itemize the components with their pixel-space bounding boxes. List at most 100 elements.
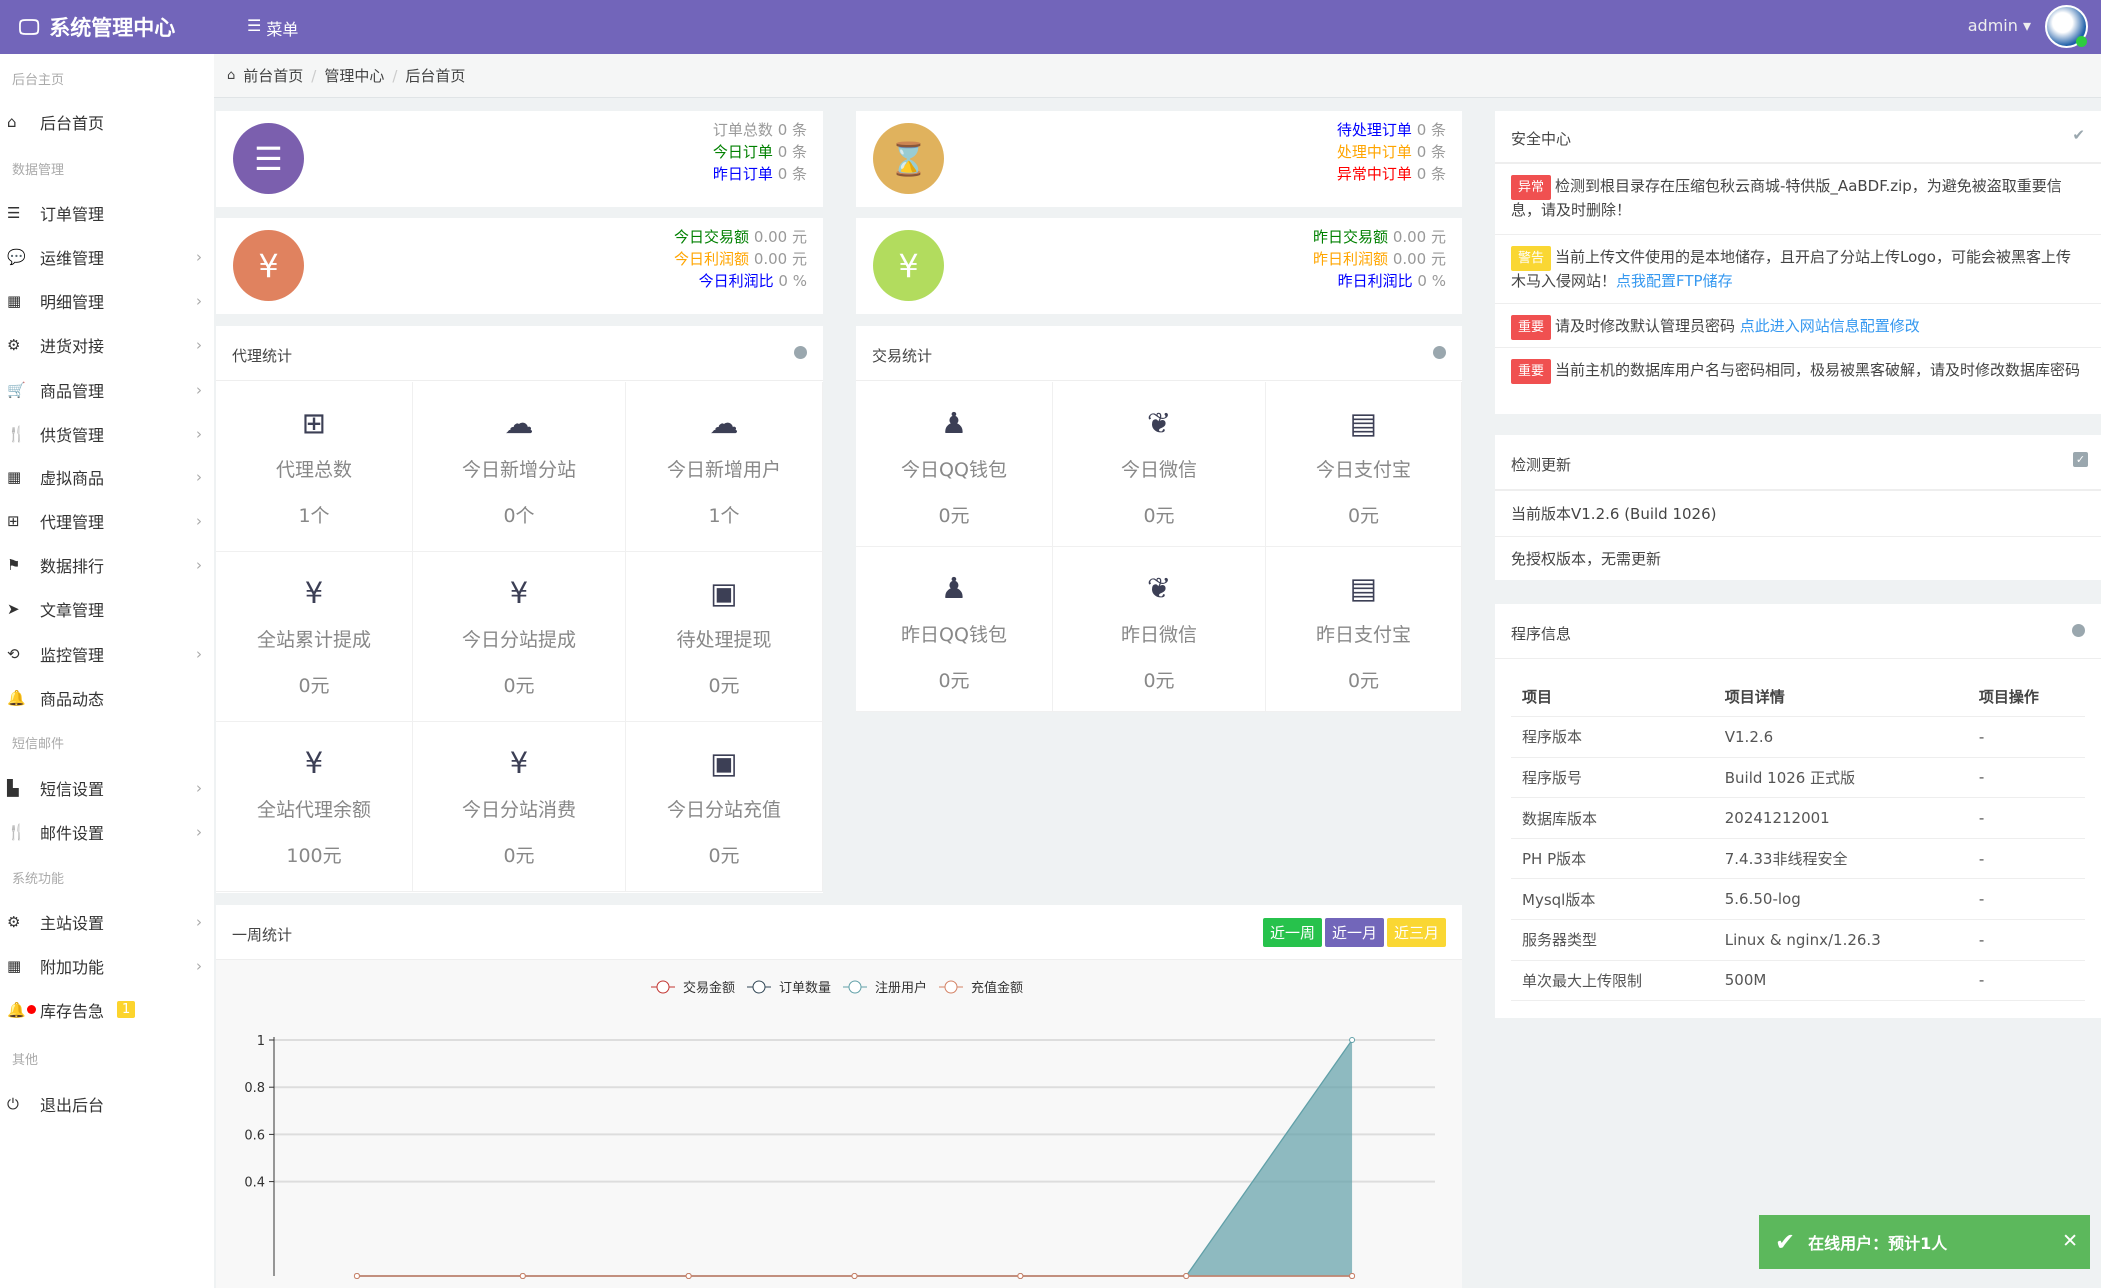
- legend-label[interactable]: 注册用户: [875, 980, 927, 996]
- breadcrumb-admin-center[interactable]: 管理中心: [324, 67, 385, 85]
- chevron-right-icon: ›: [196, 778, 202, 797]
- sidebar-item[interactable]: ▙ 短信设置 ›: [0, 770, 214, 805]
- user-dropdown[interactable]: admin ▾: [1968, 16, 2031, 35]
- y-tick-label: 0.8: [244, 1081, 265, 1096]
- sidebar-item[interactable]: 💬 运维管理 ›: [0, 239, 214, 274]
- summary-card: ¥ 今日交易额 0.00 元今日利润额 0.00 元今日利润比 0 %: [216, 218, 823, 314]
- yen-icon: ¥: [233, 230, 304, 301]
- stat-value: 0元: [708, 845, 740, 867]
- table-row: 单次最大上传限制 500M -: [1511, 960, 2085, 1002]
- alert-link[interactable]: 点我配置FTP储存: [1616, 272, 1733, 290]
- chevron-right-icon: ›: [196, 335, 202, 354]
- summary-card: ⌛ 待处理订单 0 条处理中订单 0 条异常中订单 0 条: [856, 111, 1462, 207]
- sidebar-item-label: 订单管理: [40, 204, 105, 224]
- data-point[interactable]: [1349, 1037, 1356, 1043]
- table-cell: Linux & nginx/1.26.3: [1713, 919, 1968, 961]
- yen-icon: ¥: [509, 746, 529, 780]
- legend-marker[interactable]: [752, 980, 766, 994]
- stat-value: 100元: [286, 845, 342, 867]
- table-cell: 服务器类型: [1511, 919, 1714, 961]
- legend-marker[interactable]: [656, 980, 670, 994]
- sidebar-section-label: 数据管理: [12, 163, 65, 178]
- avatar[interactable]: [2045, 5, 2088, 48]
- sidebar-item[interactable]: 🛒 商品管理 ›: [0, 372, 214, 407]
- stat-label: 待处理订单: [1336, 121, 1412, 139]
- credit-card-icon: ▤: [1349, 571, 1378, 605]
- legend-label[interactable]: 交易金额: [683, 980, 735, 996]
- data-point[interactable]: [851, 1273, 858, 1279]
- range-button[interactable]: 近一周: [1262, 918, 1322, 947]
- y-tick-label: 0.6: [244, 1128, 265, 1143]
- stat-label: 待处理提现: [676, 629, 772, 651]
- legend-label[interactable]: 订单数量: [779, 981, 831, 996]
- sidebar-item-label: 主站设置: [40, 913, 105, 933]
- panel-toggle-icon[interactable]: [794, 346, 807, 359]
- breadcrumb-front-home[interactable]: 前台首页: [243, 67, 304, 85]
- list-icon: ☰: [7, 203, 21, 222]
- sidebar-item[interactable]: ▦ 附加功能 ›: [0, 948, 214, 983]
- weekly-chart: 交易金额 订单数量 注册用户 充值金额 1 0.8 0.6 0.4: [244, 980, 1435, 1279]
- sidebar-item[interactable]: ⏻ 退出后台: [0, 1086, 214, 1121]
- sidebar-item-label: 代理管理: [40, 512, 105, 532]
- comments-icon: 💬: [7, 247, 26, 266]
- sidebar-item[interactable]: 🍴 供货管理 ›: [0, 416, 214, 451]
- panel-toggle-icon[interactable]: [1433, 346, 1446, 359]
- stat-value: 0元: [938, 505, 970, 527]
- legend-marker[interactable]: [848, 980, 862, 994]
- agent-stats-panel: 代理统计 ⊞ 代理总数 1个 ☁ 今日新增分站 0个 ☁ 今日新增用户 1个 ¥ 全站累计提成 0元 ¥…: [216, 326, 823, 893]
- stat-label: 代理总数: [275, 459, 352, 481]
- checkbox-icon[interactable]: ✓: [2073, 452, 2088, 467]
- legend-marker[interactable]: [944, 980, 958, 994]
- sidebar-item[interactable]: ▦ 虚拟商品 ›: [0, 459, 214, 494]
- summary-stat: 异常中订单 0 条: [1337, 163, 1446, 185]
- stat-cell: ¥ 全站代理余额 100元: [216, 722, 413, 892]
- stat-value: 0元: [1143, 505, 1175, 527]
- data-point[interactable]: [353, 1273, 360, 1279]
- data-point[interactable]: [685, 1273, 692, 1279]
- power-icon: ⏻: [7, 1094, 19, 1113]
- sidebar-item[interactable]: ⚑ 数据排行 ›: [0, 547, 214, 582]
- check-icon: ✔: [1775, 1228, 1796, 1256]
- sidebar-item[interactable]: ⌂ 后台首页: [0, 104, 214, 139]
- sidebar-item[interactable]: ➤ 文章管理: [0, 591, 214, 626]
- range-button[interactable]: 近三月: [1386, 918, 1446, 947]
- sidebar-item[interactable]: ⟲ 监控管理 ›: [0, 636, 214, 671]
- sidebar-item[interactable]: ▦ 明细管理 ›: [0, 283, 214, 318]
- data-point[interactable]: [1349, 1273, 1356, 1279]
- stat-cell: ▣ 今日分站充值 0元: [626, 722, 823, 892]
- summary-stat: 昨日利润比 0 %: [1313, 270, 1446, 292]
- retweet-icon: ⟲: [7, 644, 20, 663]
- sidebar-item[interactable]: 🔔 库存告急 1: [0, 992, 214, 1027]
- table-cell: 20241212001: [1713, 797, 1968, 839]
- legend-label[interactable]: 充值金额: [971, 980, 1023, 996]
- sidebar-item[interactable]: 🍴 邮件设置 ›: [0, 814, 214, 849]
- sidebar-item[interactable]: ⚙ 主站设置 ›: [0, 904, 214, 939]
- summary-stat: 今日利润比 0 %: [674, 270, 807, 292]
- table-cell: -: [1967, 878, 2085, 921]
- menu-icon: ☰: [247, 16, 262, 35]
- sidebar-item[interactable]: ⚙ 进货对接 ›: [0, 327, 214, 362]
- qq-icon: ♟: [941, 571, 967, 605]
- table-cell: 程序版号: [1511, 757, 1714, 799]
- chevron-right-icon: ›: [196, 291, 202, 310]
- toast-text: 在线用户：预计1人: [1808, 1234, 1948, 1253]
- table-cell: 数据库版本: [1511, 797, 1714, 839]
- app-logo[interactable]: 🖵 系统管理中心: [19, 12, 175, 42]
- sidebar-item[interactable]: ☰ 订单管理: [0, 195, 214, 230]
- menu-toggle-button[interactable]: ☰ 菜单: [247, 16, 298, 40]
- sidebar-item[interactable]: ⊞ 代理管理 ›: [0, 503, 214, 538]
- sidebar-item-label: 后台首页: [40, 113, 105, 133]
- check-icon[interactable]: ✔: [2072, 126, 2085, 144]
- data-point[interactable]: [1183, 1273, 1190, 1279]
- stat-cell: ♟ 昨日QQ钱包 0元: [856, 547, 1053, 712]
- data-point[interactable]: [1017, 1273, 1024, 1279]
- panel-toggle-icon[interactable]: [2072, 624, 2085, 637]
- cutlery-icon: 🍴: [7, 822, 26, 841]
- close-icon[interactable]: ✕: [2062, 1230, 2078, 1252]
- alert-link[interactable]: 点此进入网站信息配置修改: [1739, 317, 1920, 335]
- sidebar-item[interactable]: 🔔 商品动态: [0, 680, 214, 715]
- data-point[interactable]: [519, 1273, 526, 1279]
- range-button[interactable]: 近一月: [1324, 918, 1384, 947]
- caret-down-icon: ▾: [2022, 16, 2031, 35]
- table-cell: -: [1967, 716, 2085, 758]
